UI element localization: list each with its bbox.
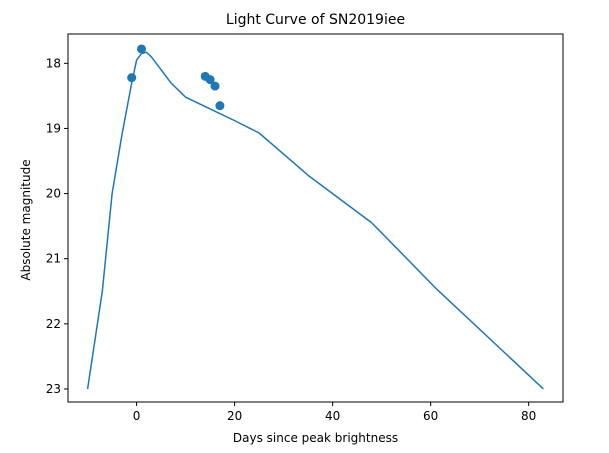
y-tick-label: 19 xyxy=(46,121,61,135)
chart-title: Light Curve of SN2019iee xyxy=(226,12,405,28)
y-tick-label: 23 xyxy=(46,382,61,396)
x-tick-label: 60 xyxy=(423,409,438,423)
observation-point xyxy=(137,44,147,54)
y-tick-label: 22 xyxy=(46,317,61,331)
x-tick-label: 0 xyxy=(133,409,141,423)
light-curve-line xyxy=(86,51,544,390)
observation-point xyxy=(205,75,215,85)
x-axis-label: Days since peak brightness xyxy=(233,431,398,445)
y-axis-label: Absolute magnitude xyxy=(19,159,33,280)
plot-area xyxy=(86,44,544,390)
y-tick-label: 21 xyxy=(46,252,61,266)
axes: 0 20 40 60 80 18 19 20 21 22 23 xyxy=(46,33,564,423)
observation-point xyxy=(215,101,225,111)
x-tick-label: 80 xyxy=(521,409,536,423)
x-tick-label: 40 xyxy=(325,409,340,423)
x-tick-label: 20 xyxy=(227,409,242,423)
y-tick-label: 18 xyxy=(46,56,61,70)
plot-frame xyxy=(67,33,564,403)
observation-point xyxy=(210,81,220,91)
y-tick-label: 20 xyxy=(46,187,61,201)
observation-point xyxy=(127,73,137,83)
